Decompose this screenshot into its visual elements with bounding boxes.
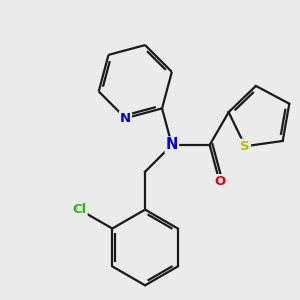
Text: S: S [240,140,250,153]
Text: Cl: Cl [72,203,87,216]
Text: N: N [166,137,178,152]
Text: N: N [120,112,131,125]
Text: O: O [214,175,225,188]
